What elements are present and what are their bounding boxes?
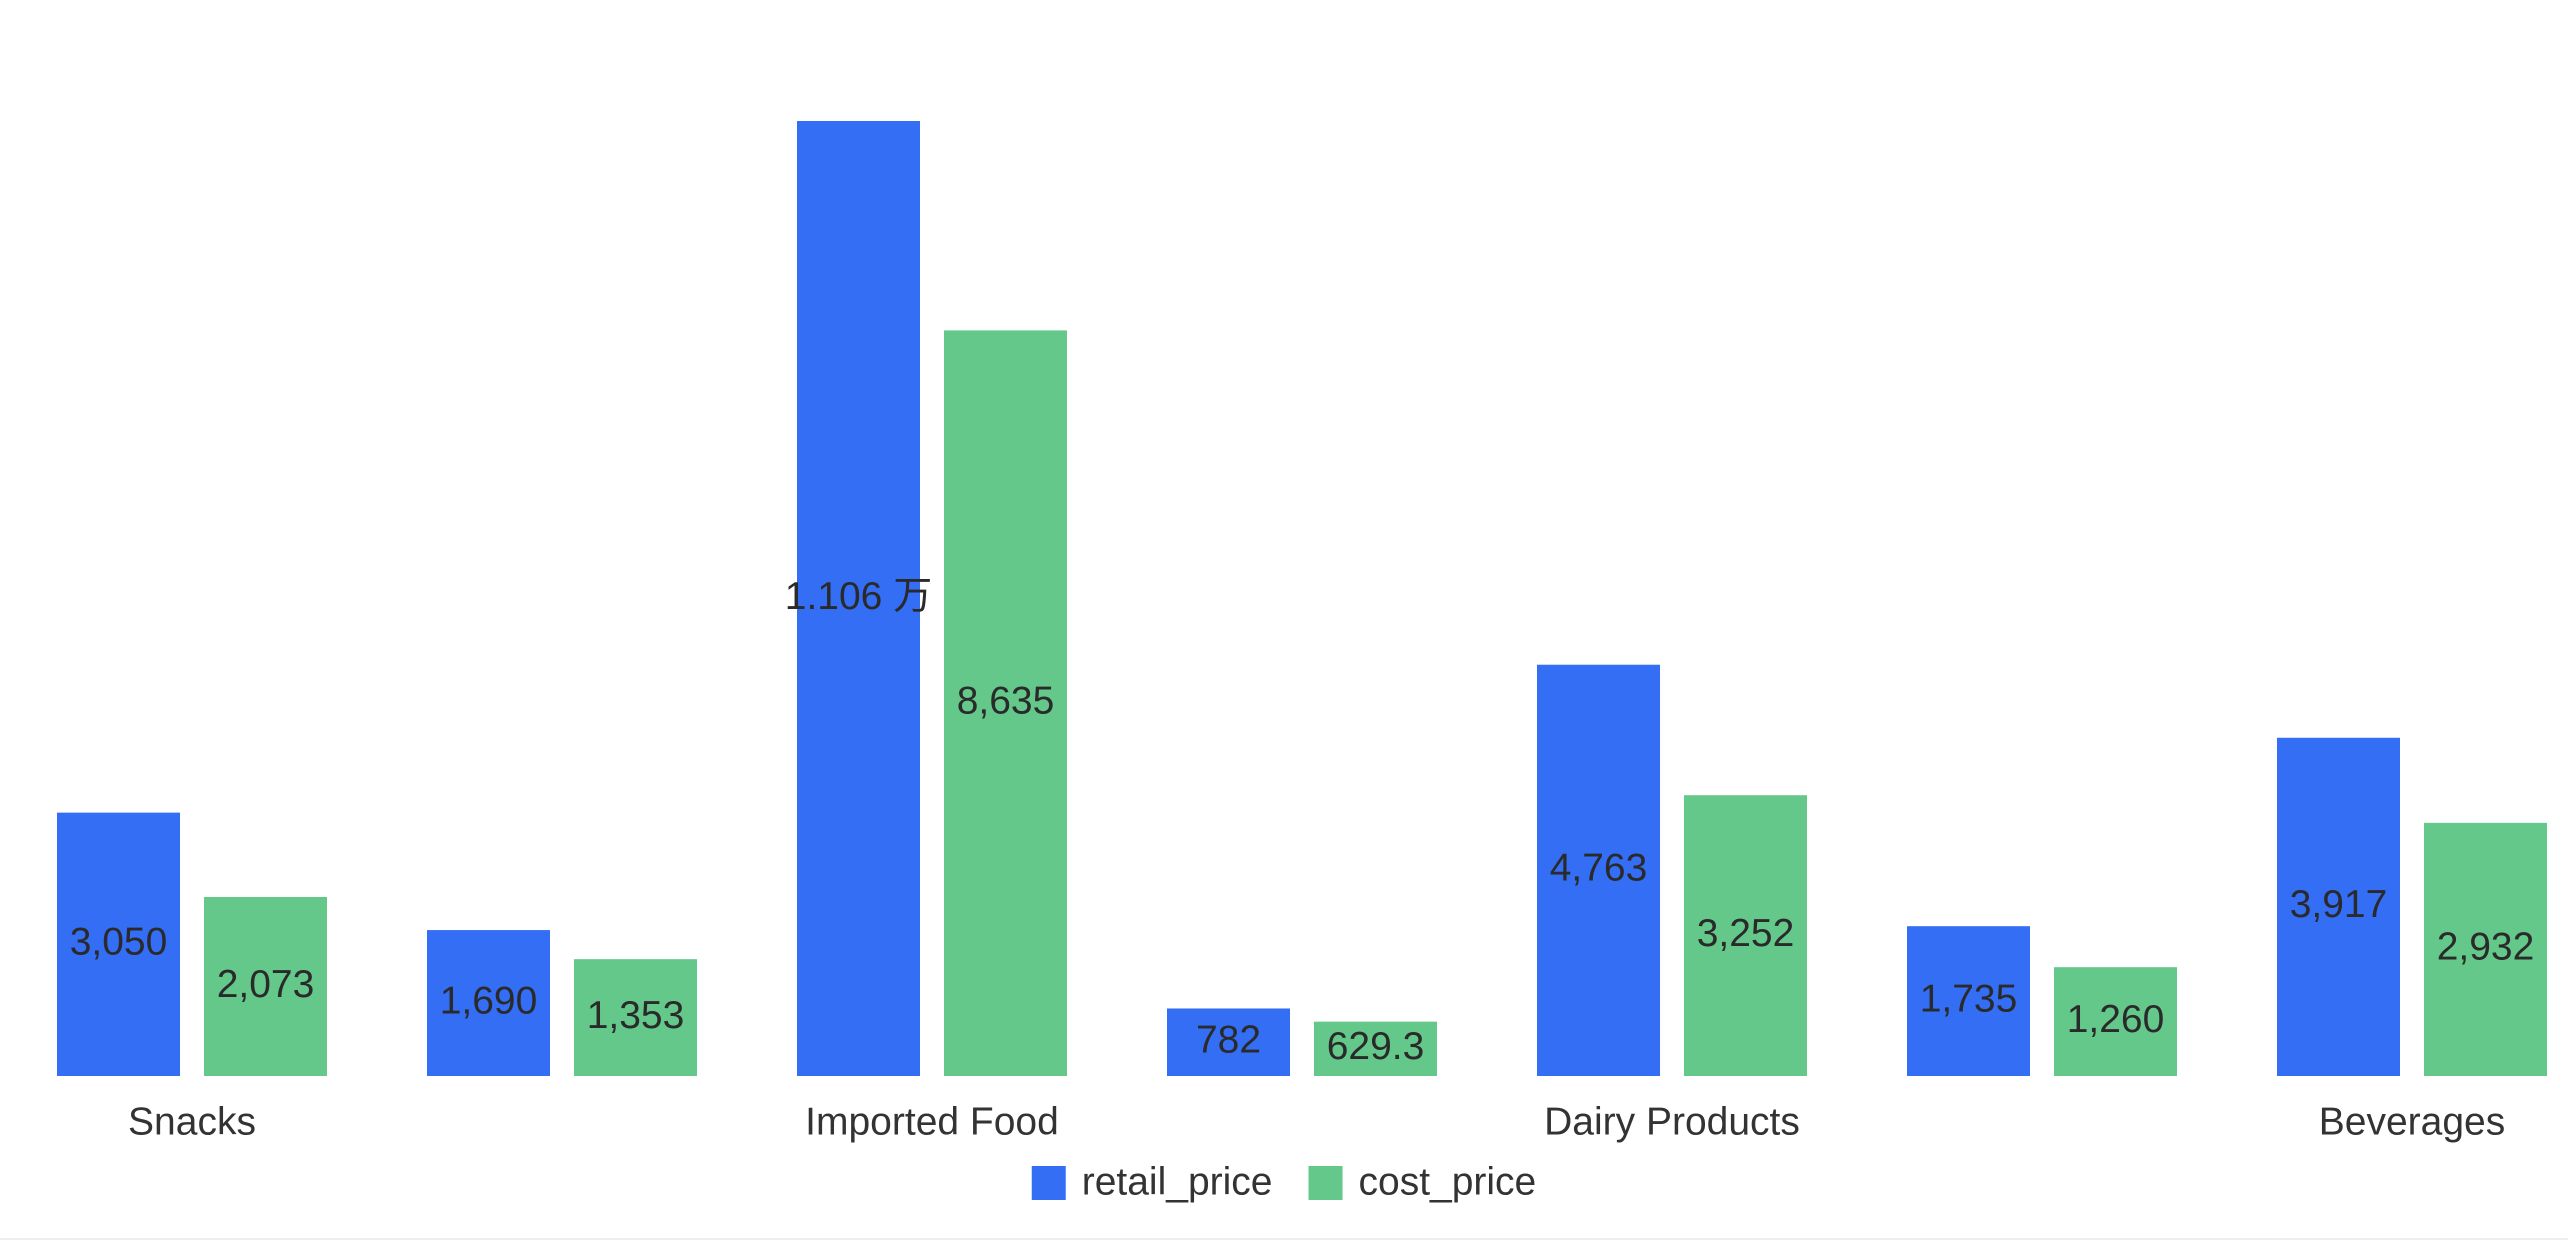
legend-label: cost_price [1359, 1160, 1537, 1203]
data-label: 1,353 [587, 994, 685, 1037]
bar [1314, 1021, 1437, 1076]
bar [944, 330, 1067, 1076]
x-tick-label: Snacks [128, 1100, 256, 1143]
data-label: 629.3 [1327, 1025, 1425, 1068]
x-tick-label: Dairy Products [1544, 1100, 1800, 1143]
data-label: 3,050 [70, 921, 168, 964]
legend-label: retail_price [1082, 1160, 1273, 1203]
bar [574, 959, 697, 1076]
bar [427, 930, 550, 1076]
legend-swatch [1031, 1166, 1066, 1200]
data-label: 1.106 万 [785, 575, 932, 618]
data-label: 4,763 [1550, 847, 1648, 890]
bar [1167, 1008, 1290, 1076]
bar [2054, 967, 2177, 1076]
data-label: 3,917 [2290, 883, 2388, 926]
bar [57, 812, 180, 1076]
bar [1537, 664, 1660, 1076]
data-label: 8,635 [957, 679, 1055, 722]
bar [797, 121, 920, 1076]
bar [1684, 795, 1807, 1076]
data-label: 2,932 [2437, 926, 2535, 969]
legend-swatch [1308, 1166, 1343, 1200]
bar [1907, 926, 2030, 1076]
data-label: 1,735 [1920, 977, 2018, 1020]
x-tick-label: Beverages [2319, 1100, 2505, 1143]
bar [2424, 822, 2547, 1076]
bar [2277, 737, 2400, 1076]
data-label: 1,690 [440, 979, 538, 1022]
data-label: 782 [1196, 1019, 1261, 1062]
data-label: 3,252 [1697, 912, 1795, 955]
data-label: 2,073 [217, 963, 315, 1006]
x-tick-label: Imported Food [805, 1100, 1059, 1143]
data-label: 1,260 [2067, 998, 2165, 1041]
bar [204, 897, 327, 1076]
